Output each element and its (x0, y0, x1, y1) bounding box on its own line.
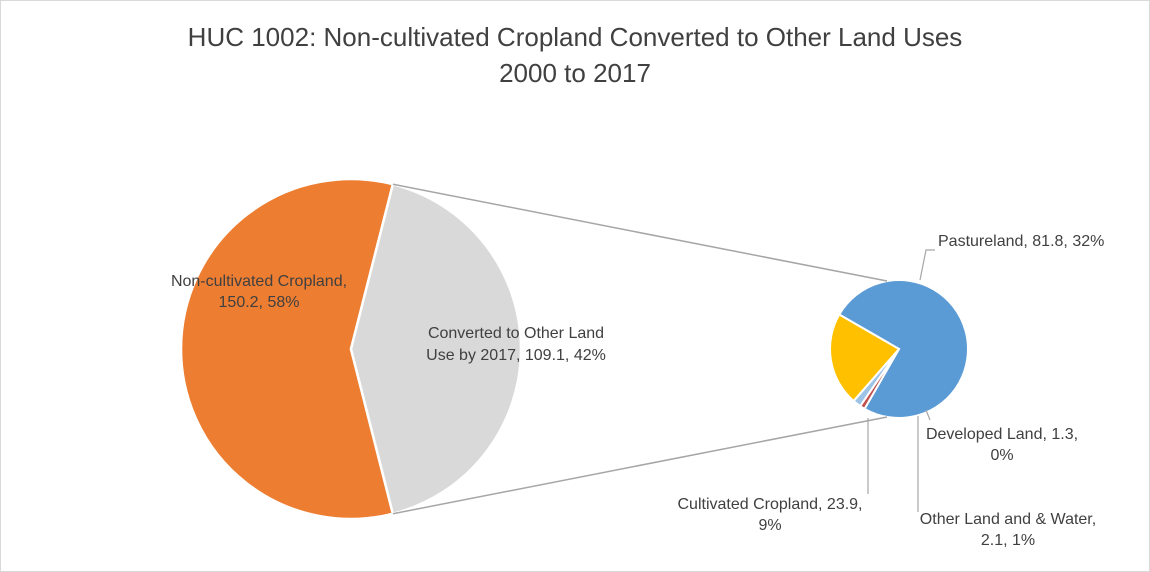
data-label-pastureland: Pastureland, 81.8, 32% (938, 233, 1104, 250)
pie-slice-non-cultivated-cropland (179, 177, 395, 521)
data-label-converted: Converted to Other Land (428, 325, 604, 342)
data-label-non-cultivated-cropland-value: 150.2, 58% (219, 294, 300, 311)
pie-slice-converted (349, 182, 523, 516)
data-label-cultivated-cropland-value: 9% (758, 517, 781, 534)
data-label-other-land-water: Other Land and & Water, (920, 511, 1096, 528)
leader-line-developed-land (925, 409, 931, 421)
connector-line-bottom (392, 416, 888, 515)
chart-title: HUC 1002: Non-cultivated Cropland Conver… (187, 22, 963, 52)
data-label-non-cultivated-cropland: Non-cultivated Cropland, (171, 273, 347, 290)
chart-subtitle: 2000 to 2017 (499, 58, 651, 88)
data-label-other-land-water-value: 2.1, 1% (981, 532, 1035, 549)
data-label-developed-land-value: 0% (990, 447, 1013, 464)
pie-slice-cultivated-cropland (829, 313, 901, 403)
data-label-developed-land: Developed Land, 1.3, (926, 426, 1078, 443)
data-label-cultivated-cropland: Cultivated Cropland, 23.9, (678, 496, 863, 513)
data-label-converted-value: Use by 2017, 109.1, 42% (426, 347, 606, 364)
connector-line-top (392, 183, 888, 282)
leader-line-pastureland (919, 249, 935, 281)
pie-slice-pastureland (837, 279, 969, 419)
